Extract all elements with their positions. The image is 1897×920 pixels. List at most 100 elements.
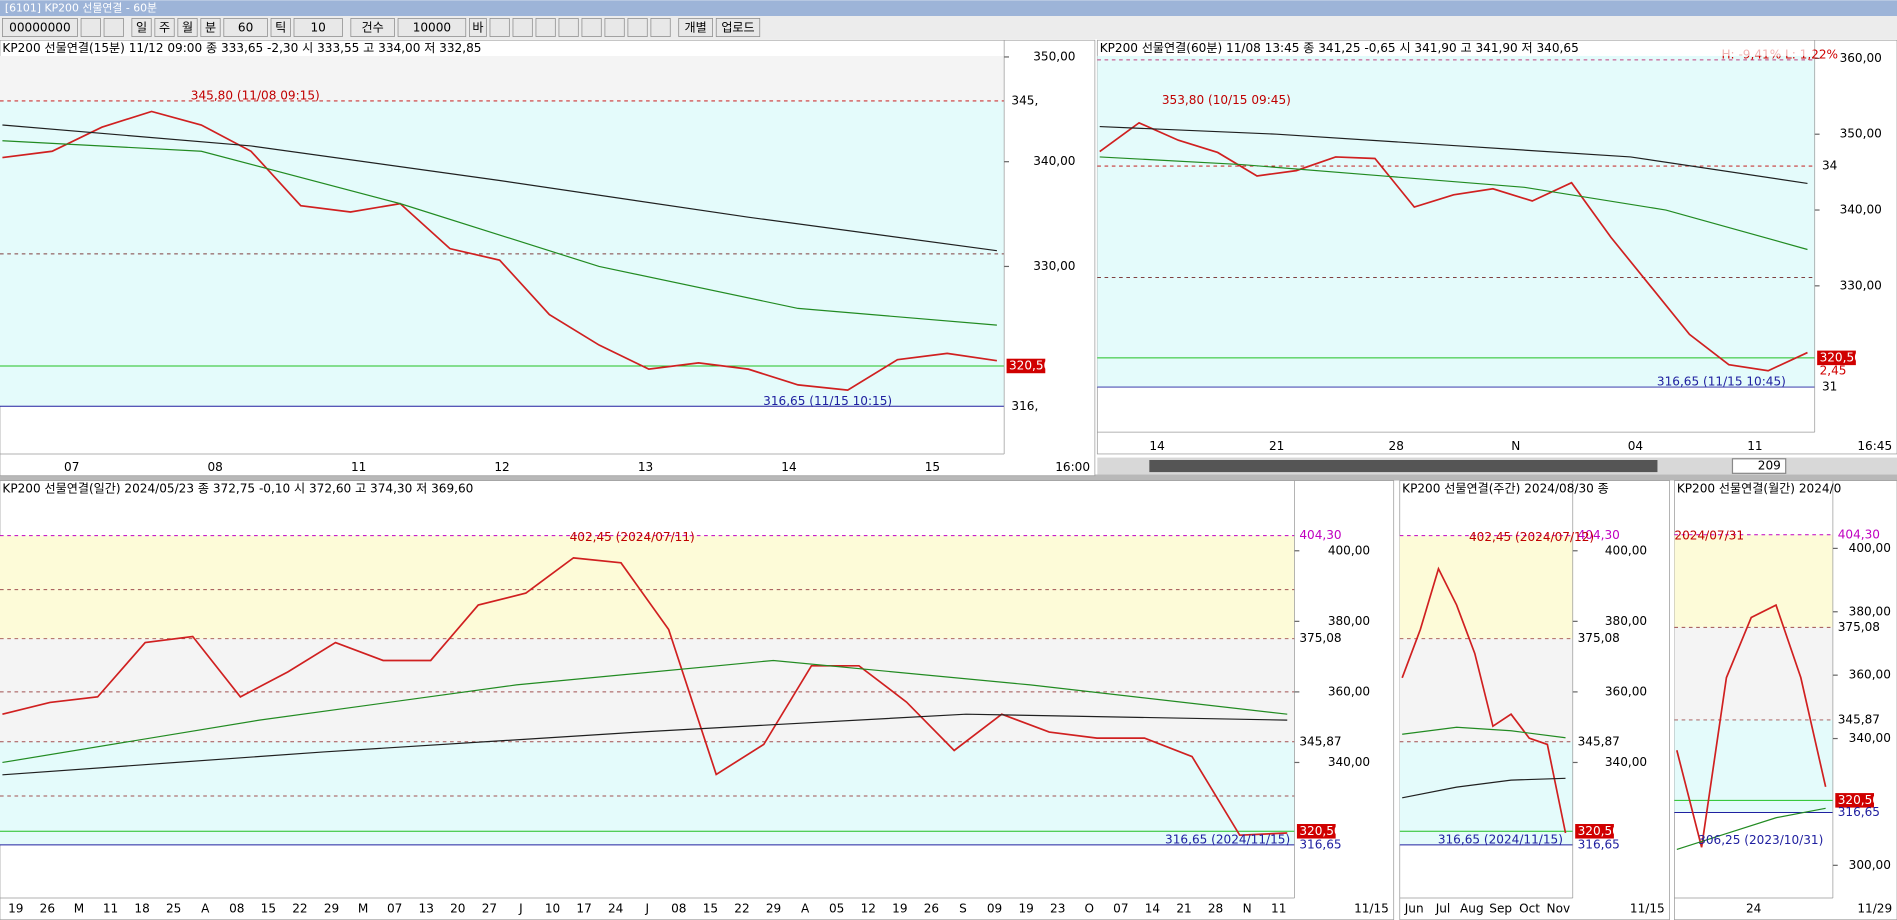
tick-select-box[interactable] [293, 18, 343, 37]
price-zone [1674, 719, 1833, 813]
x-tick-label: 23 [1050, 901, 1065, 915]
level-label: 316,65 [1578, 837, 1620, 851]
x-tick-label: 07 [64, 460, 79, 474]
price-line [1676, 807, 1826, 851]
period-button[interactable]: 일 [136, 21, 147, 35]
level-box [1575, 824, 1614, 839]
tool-icon-box[interactable] [489, 18, 510, 37]
period-button-box[interactable] [154, 18, 175, 37]
y-tick-label: 360,00 [1605, 684, 1647, 698]
tool-icon-box[interactable] [604, 18, 625, 37]
x-tick-label: 17 [576, 901, 591, 915]
price-line [1675, 603, 1827, 848]
note: 353,80 (10/15 09:45) [1162, 93, 1291, 107]
level-box [1817, 350, 1856, 366]
y-tick-label: 360,00 [1840, 51, 1882, 65]
toolbar-button-box[interactable] [678, 18, 713, 37]
code-input-box[interactable] [2, 18, 78, 37]
x-tick-label: 21 [1269, 439, 1284, 453]
x-tick-label: 11 [1747, 439, 1762, 453]
x-tick-label: 15 [261, 901, 276, 915]
price-line [1401, 566, 1567, 834]
price-line [2, 556, 1288, 837]
level-label: 375,08 [1299, 631, 1341, 645]
y-tick-label: 380,00 [1605, 614, 1647, 628]
header-bg [1675, 481, 1832, 497]
tick-select[interactable]: 10 [310, 21, 325, 35]
note: 306,25 (2023/10/31) [1698, 833, 1823, 847]
price-zone [0, 638, 1295, 742]
x-tick-label: 19 [1018, 901, 1033, 915]
price-line [1099, 125, 1808, 185]
tool-icon-box[interactable] [627, 18, 648, 37]
tool-icon-box[interactable] [581, 18, 602, 37]
y-tick-label: 400,00 [1605, 543, 1647, 557]
tick-button-box[interactable] [270, 18, 291, 37]
toolbar-button-box[interactable] [715, 18, 761, 37]
price-zone [0, 55, 1005, 101]
x-tick-label: J [518, 901, 523, 915]
x-tick-label: O [1085, 901, 1095, 915]
tool-icon-box[interactable] [512, 18, 533, 37]
count-label-box[interactable] [350, 18, 395, 37]
toolbar-button[interactable]: 업로드 [721, 21, 754, 35]
x-tick-label: 12 [861, 901, 876, 915]
price-line [2, 124, 997, 252]
note: 402,45 (2024/07/11) [570, 530, 695, 544]
x-tick-label: 07 [387, 901, 402, 915]
x-tick-label: Sep [1489, 901, 1512, 915]
period-button-box[interactable] [131, 18, 152, 37]
y-tick-label: 340,00 [1033, 154, 1075, 168]
period-button[interactable]: 월 [182, 21, 193, 35]
x-tick-label: J [644, 901, 649, 915]
interval-select[interactable]: 60 [238, 21, 253, 35]
price-zone [1399, 638, 1573, 742]
y-tick-label: 400,00 [1849, 541, 1891, 555]
scroll-count-box[interactable] [1731, 458, 1787, 474]
toolbar-button[interactable]: 개별 [685, 21, 707, 35]
count-label[interactable]: 건수 [362, 21, 384, 35]
level-box [1835, 793, 1875, 808]
corner-label: 11/15 [1354, 901, 1389, 915]
tool-icon-box[interactable] [650, 18, 671, 37]
x-tick-label: 20 [450, 901, 465, 915]
y-tick-label: 330,00 [1033, 259, 1075, 273]
x-tick-label: 15 [925, 460, 940, 474]
panel-header: KP200 선물연결(60분) 11/08 13:45 종 341,25 -0,… [1100, 41, 1579, 55]
price-line [2, 713, 1288, 776]
x-tick-label: M [358, 901, 368, 915]
level-label: 345,87 [1838, 712, 1880, 726]
count-input-box[interactable] [397, 18, 467, 37]
y-tick-label: 350,00 [1033, 49, 1075, 63]
x-tick-label: 24 [608, 901, 623, 915]
y-tick-label: 350,00 [1840, 127, 1882, 141]
x-tick-label: 14 [781, 460, 796, 474]
panel-header: KP200 선물연결(15분) 11/12 09:00 종 333,65 -2,… [2, 41, 481, 55]
period-button[interactable]: 분 [205, 21, 216, 35]
x-tick-label: 13 [638, 460, 653, 474]
tool-icon-box[interactable] [558, 18, 579, 37]
level-label: 316,65 [1838, 805, 1880, 819]
tick-button[interactable]: 틱 [275, 21, 286, 35]
period-button[interactable]: 주 [159, 21, 170, 35]
header-bg [1, 41, 1003, 56]
x-tick-label: 08 [207, 460, 222, 474]
search-button-box[interactable] [80, 18, 101, 37]
note: 316,65 (2024/11/15) [1165, 833, 1290, 847]
level-label: 316,65 [1299, 837, 1341, 851]
interval-select-box[interactable] [223, 18, 268, 37]
code-input[interactable]: 00000000 [9, 21, 70, 35]
count-input[interactable]: 10000 [413, 21, 451, 35]
period-button-box[interactable] [200, 18, 221, 37]
tool-icon-box[interactable] [535, 18, 556, 37]
axis-note: 345, [1011, 93, 1038, 107]
axis-note: 316, [1011, 399, 1038, 413]
header-bg [1400, 481, 1572, 497]
x-tick-label: Aug [1460, 901, 1484, 915]
note: 2024/07/31 [1674, 528, 1744, 542]
level-label: 404,30 [1299, 528, 1341, 542]
period-button-box[interactable] [177, 18, 198, 37]
level-label: 345,87 [1578, 734, 1620, 748]
find-button-box[interactable] [103, 18, 124, 37]
